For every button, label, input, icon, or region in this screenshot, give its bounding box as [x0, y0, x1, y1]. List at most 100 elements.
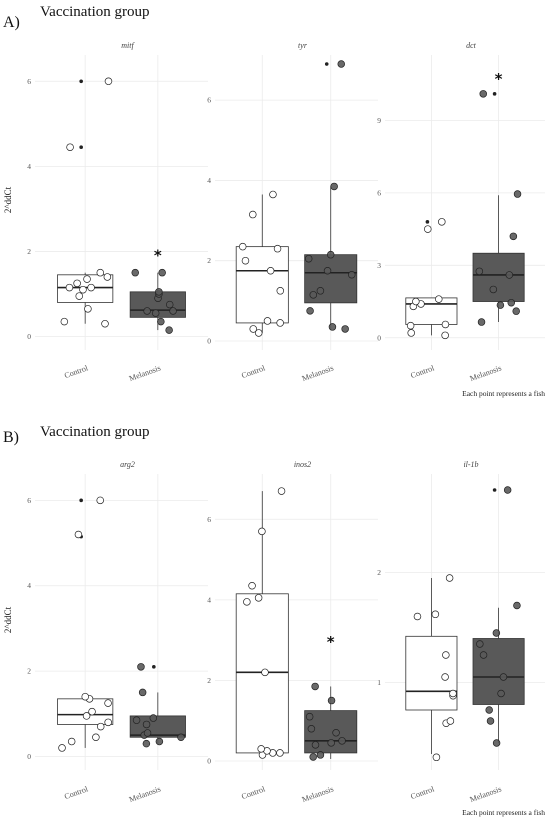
data-point — [58, 744, 66, 752]
data-point — [499, 673, 508, 681]
facet-title: mitf — [121, 41, 135, 50]
data-point — [307, 724, 316, 733]
group-melanosis: Melanosis — [301, 60, 358, 383]
data-point — [276, 319, 284, 327]
group-melanosis: Melanosis — [469, 90, 525, 383]
data-point — [96, 496, 104, 505]
data-point — [82, 712, 91, 720]
data-point — [337, 60, 345, 68]
data-point — [316, 751, 325, 759]
data-point — [485, 706, 493, 714]
data-point — [432, 753, 441, 762]
data-point — [266, 266, 275, 275]
y-tick-label: 2 — [27, 667, 31, 676]
y-tick-label: 1 — [377, 678, 381, 687]
data-point — [73, 279, 81, 288]
significance-star: * — [154, 247, 162, 265]
x-tick-label: Control — [240, 363, 267, 380]
data-point — [241, 256, 250, 265]
y-tick-label: 0 — [377, 333, 381, 342]
facet-il-1b: il-1b 1 2 Control Melanosis — [377, 460, 545, 804]
data-point — [165, 300, 174, 309]
data-point — [83, 275, 91, 283]
facet-title: dct — [466, 41, 477, 50]
data-point — [137, 663, 145, 671]
data-point — [431, 610, 440, 619]
x-tick-label: Melanosis — [469, 784, 503, 804]
data-point — [261, 668, 269, 677]
data-point — [479, 651, 488, 659]
data-point — [486, 717, 495, 725]
data-point — [412, 297, 420, 306]
data-point — [96, 268, 105, 277]
facet-dct: dct 0 3 6 9 Control Melanosis * — [377, 41, 545, 383]
data-point — [269, 190, 277, 199]
outlier-point — [425, 220, 430, 224]
data-point — [332, 729, 340, 737]
y-tick-label: 6 — [207, 515, 211, 524]
data-point — [248, 581, 256, 590]
data-point — [513, 190, 522, 198]
data-point — [503, 486, 512, 494]
y-tick-label: 6 — [27, 496, 31, 505]
x-tick-label: Melanosis — [469, 363, 503, 383]
data-point — [138, 688, 147, 697]
group-melanosis: Melanosis — [301, 682, 358, 804]
data-point — [327, 696, 336, 705]
data-point — [131, 268, 139, 277]
facet-mitf: mitf 0 2 4 6 Control Melanosis * — [27, 41, 208, 383]
data-point — [309, 753, 317, 761]
data-point — [75, 292, 83, 300]
section-b: B) Vaccination group 2^ddCt Each point repr… — [3, 424, 545, 817]
data-point — [143, 307, 151, 315]
outlier-point — [79, 79, 83, 84]
data-point — [84, 305, 92, 313]
data-point — [60, 317, 69, 326]
data-point — [177, 733, 185, 742]
data-point — [316, 287, 325, 295]
data-point — [92, 733, 100, 742]
data-point — [505, 271, 514, 279]
outlier-point — [324, 62, 329, 66]
y-tick-label: 6 — [207, 96, 211, 105]
data-point — [104, 718, 112, 727]
x-tick-label: Melanosis — [301, 363, 335, 383]
data-point — [442, 651, 450, 659]
data-point — [104, 77, 113, 86]
data-point — [249, 210, 257, 219]
data-point — [65, 283, 74, 292]
data-point — [243, 598, 251, 606]
data-point — [424, 225, 432, 233]
data-point — [479, 90, 487, 98]
group-title: Vaccination group — [40, 4, 150, 20]
data-point — [169, 307, 177, 315]
data-point — [326, 250, 335, 259]
y-tick-label: 2 — [207, 676, 211, 685]
data-point — [477, 318, 486, 326]
y-tick-label: 2 — [377, 568, 381, 577]
x-tick-label: Control — [409, 363, 436, 380]
data-point — [66, 143, 74, 151]
group-melanosis: Melanosis — [128, 268, 186, 383]
x-tick-label: Control — [409, 784, 436, 801]
facet-title: inos2 — [294, 460, 311, 469]
data-point — [88, 707, 96, 716]
data-point — [157, 317, 165, 326]
x-tick-label: Melanosis — [128, 784, 162, 804]
y-tick-label: 2 — [207, 256, 211, 265]
data-point — [79, 285, 87, 294]
data-point — [276, 287, 285, 295]
data-point — [406, 321, 415, 330]
significance-star: * — [327, 633, 335, 651]
facet-title: arg2 — [120, 460, 135, 469]
data-point — [338, 737, 346, 745]
y-tick-label: 3 — [377, 261, 381, 270]
significance-star: * — [495, 70, 503, 88]
data-point — [158, 268, 166, 277]
data-point — [81, 692, 89, 701]
data-point — [263, 317, 272, 325]
data-point — [476, 640, 484, 648]
data-point — [309, 291, 318, 299]
data-point — [101, 319, 109, 328]
